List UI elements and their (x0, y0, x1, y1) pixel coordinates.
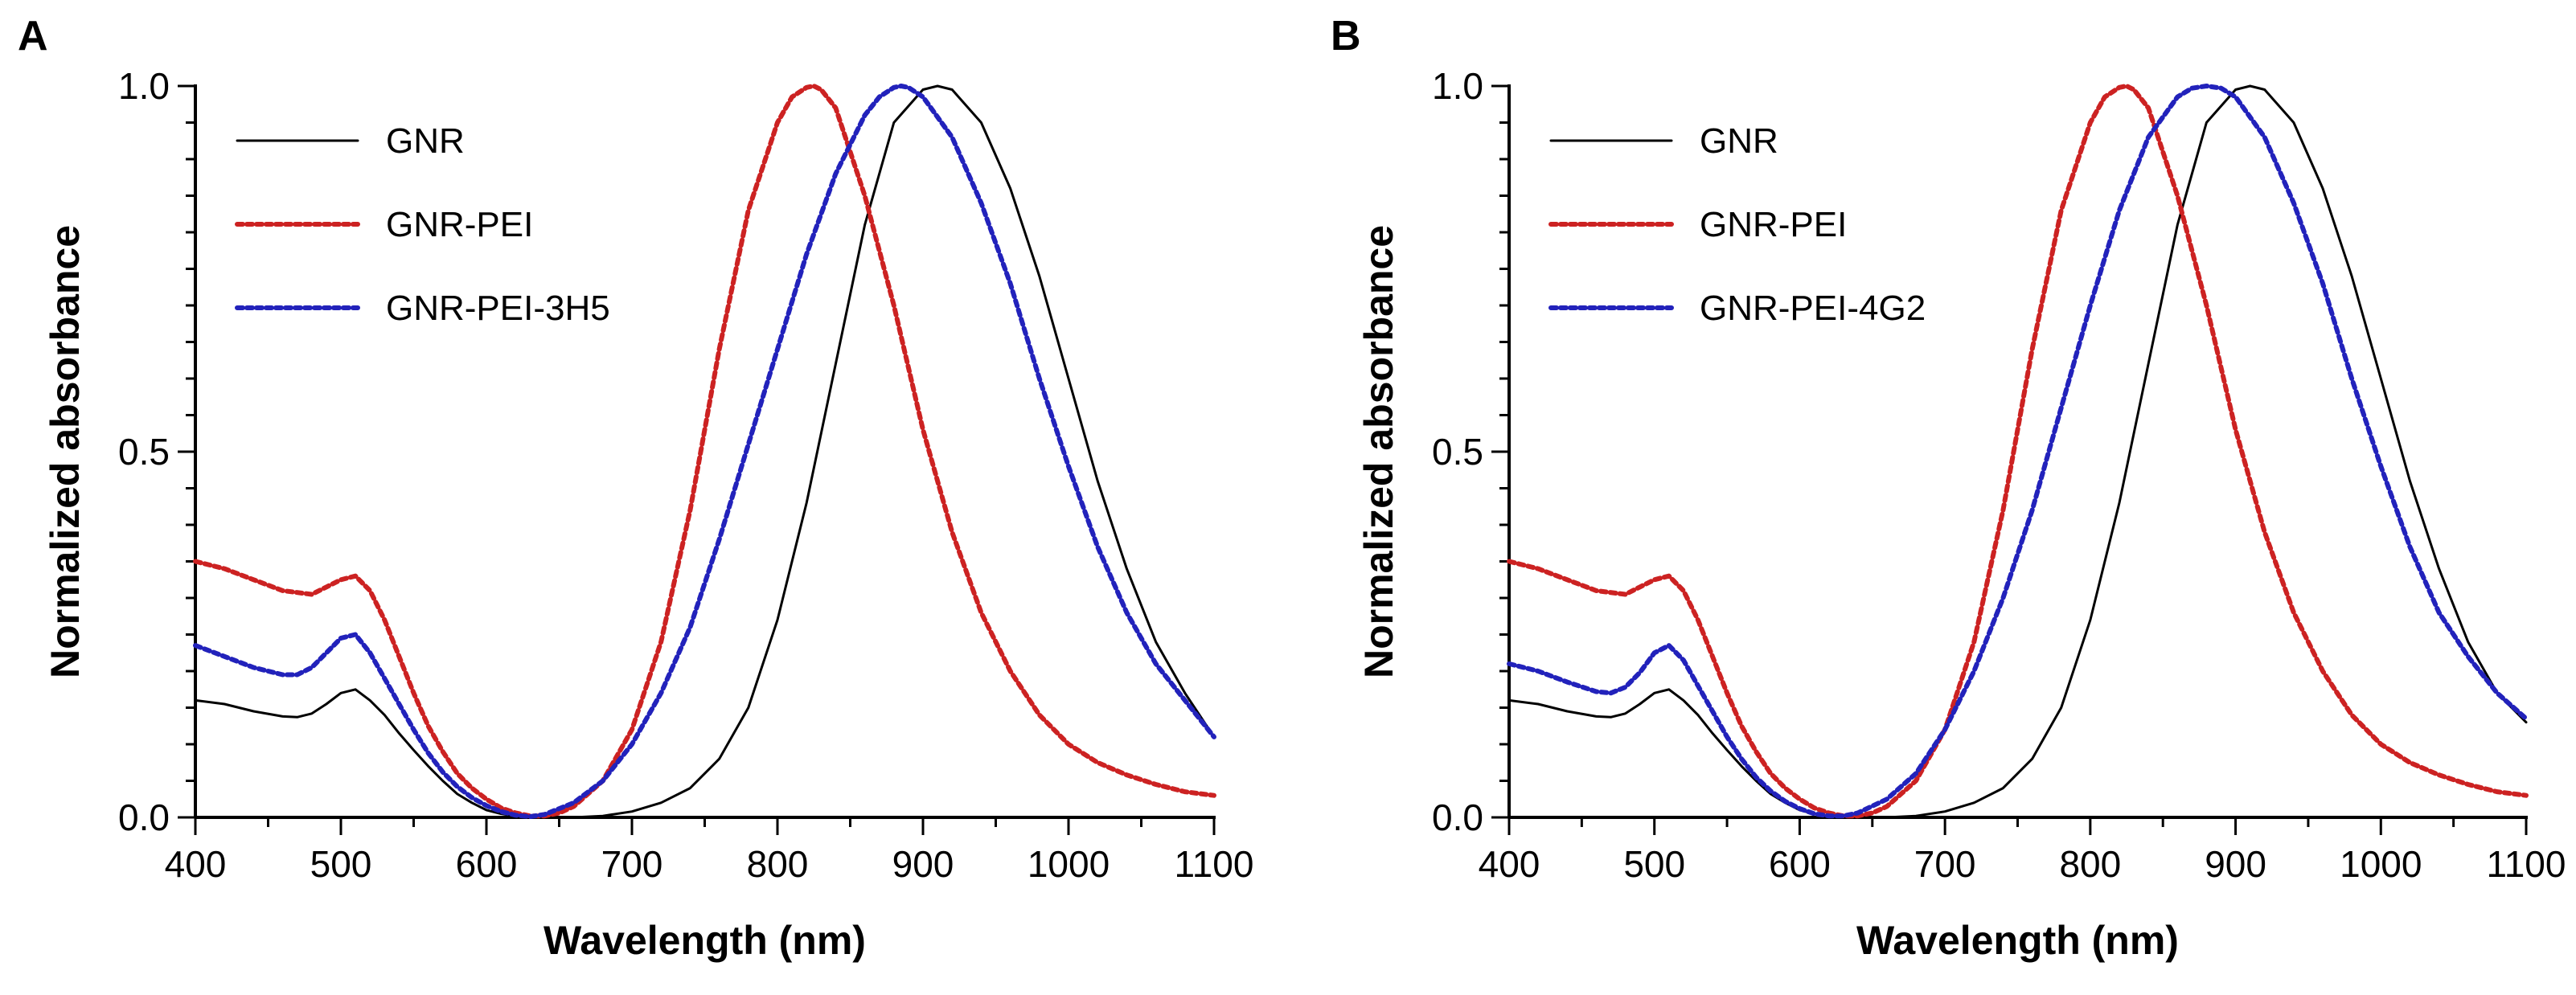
x-tick-label: 1100 (1175, 843, 1254, 885)
panel-letter: A (18, 13, 48, 59)
chart-panel-b: B 400 500 600 700 800 900 1000 1100 0.0 0.5 1.0 Wave… (1331, 13, 2566, 963)
y-axis-title: Normalized absorbance (43, 225, 88, 678)
x-axis-title: Wavelength (nm) (544, 918, 866, 963)
legend-label: GNR (386, 121, 465, 161)
series-line-gnr (1507, 84, 2528, 819)
x-tick-label: 1100 (2487, 843, 2566, 885)
y-axis-title: Normalized absorbance (1356, 225, 1401, 678)
x-tick-label: 900 (892, 843, 954, 885)
y-tick-label: 1.0 (118, 65, 170, 107)
legend-label: GNR-PEI-4G2 (1700, 289, 1926, 328)
x-tick-label: 800 (747, 843, 809, 885)
y-tick-label: 0.5 (118, 431, 170, 473)
series-line-gnr (194, 84, 1216, 819)
legend-label: GNR-PEI (1700, 205, 1847, 244)
x-axis-title: Wavelength (nm) (1856, 918, 2179, 963)
x-tick-label: 500 (310, 843, 372, 885)
x-tick-label: 800 (2059, 843, 2121, 885)
x-tick-label: 500 (1623, 843, 1685, 885)
x-tick-label: 700 (601, 843, 663, 885)
y-tick-label: 0.5 (1432, 431, 1483, 473)
panel-letter: B (1331, 13, 1361, 59)
series-line-gnr-pei (193, 84, 1216, 819)
x-tick-label: 1000 (2340, 843, 2422, 885)
y-tick-label: 0.0 (1432, 796, 1483, 838)
legend-label: GNR-PEI (386, 205, 533, 244)
x-tick-label: 600 (456, 843, 518, 885)
legend-label: GNR-PEI-3H5 (386, 289, 610, 328)
x-tick-label: 600 (1769, 843, 1831, 885)
y-tick-label: 1.0 (1432, 65, 1483, 107)
x-tick-label: 1000 (1028, 843, 1110, 885)
x-tick-label: 400 (1479, 843, 1540, 885)
legend-label: GNR (1700, 121, 1778, 161)
x-tick-label: 900 (2205, 843, 2266, 885)
x-tick-label: 700 (1914, 843, 1976, 885)
y-tick-label: 0.0 (118, 796, 170, 838)
series-line-gnr-pei-3h5 (193, 84, 1216, 820)
x-tick-label: 400 (165, 843, 227, 885)
series-line-gnr-pei-4g2 (1507, 84, 2529, 819)
chart-panel-a: A 400 500 600 700 800 900 1000 1100 0.0 0.5 1.0 Wave… (18, 13, 1253, 963)
